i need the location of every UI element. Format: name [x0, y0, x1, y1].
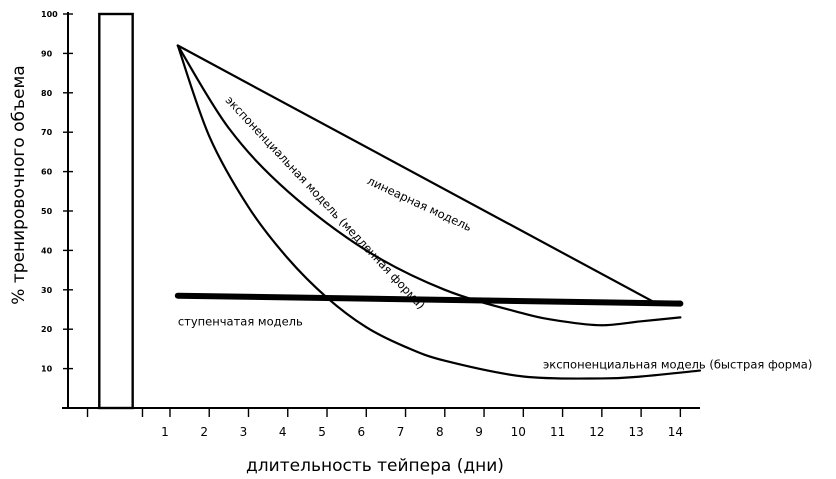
x-ticks: 1 2 3 4 5 6 7 8 9 10 11 12 13 14 [86, 408, 683, 439]
x-tick-label: 14 [668, 425, 683, 439]
series-exp-slow [176, 44, 682, 327]
annotations: линеарная модель экспоненциальная модель … [178, 93, 813, 371]
x-tick-label: 7 [397, 425, 405, 439]
x-tick-label: 4 [279, 425, 287, 439]
series-exp-fast [176, 44, 702, 380]
label-exp-fast: экспоненциальная модель (быстрая форма) [543, 358, 812, 372]
y-tick-label: 80 [41, 89, 53, 98]
y-tick-label: 50 [41, 207, 53, 216]
baseline-bar [98, 12, 134, 410]
axes [62, 12, 700, 409]
x-tick-label: 11 [550, 425, 565, 439]
x-tick-label: 12 [589, 425, 604, 439]
y-ticks: 10 20 30 40 50 60 70 80 90 100 [41, 10, 73, 374]
x-axis-label: длительность тейпера (дни) [246, 456, 504, 476]
y-axis-label: % тренировочного объема [9, 65, 29, 304]
bars [98, 12, 134, 410]
label-step: ступенчатая модель [178, 314, 303, 328]
x-tick-label: 13 [628, 425, 643, 439]
y-tick-label: 100 [41, 10, 58, 19]
y-tick-label: 20 [41, 325, 53, 334]
x-tick-label: 5 [318, 425, 326, 439]
x-tick-label: 6 [357, 425, 365, 439]
x-tick-label: 10 [511, 425, 526, 439]
x-tick-label: 1 [161, 425, 169, 439]
y-tick-label: 30 [41, 286, 53, 295]
series-linear [176, 44, 682, 305]
x-tick-label: 3 [240, 425, 248, 439]
y-tick-label: 90 [41, 49, 53, 58]
y-tick-label: 40 [41, 246, 53, 255]
y-tick-label: 70 [41, 128, 53, 137]
label-linear: линеарная модель [365, 173, 474, 234]
x-tick-label: 8 [436, 425, 444, 439]
series-lines [174, 44, 702, 380]
y-tick-label: 10 [41, 365, 53, 374]
series-step [174, 292, 684, 307]
x-tick-label: 9 [475, 425, 483, 439]
x-tick-label: 2 [200, 425, 208, 439]
y-tick-label: 60 [41, 168, 53, 177]
